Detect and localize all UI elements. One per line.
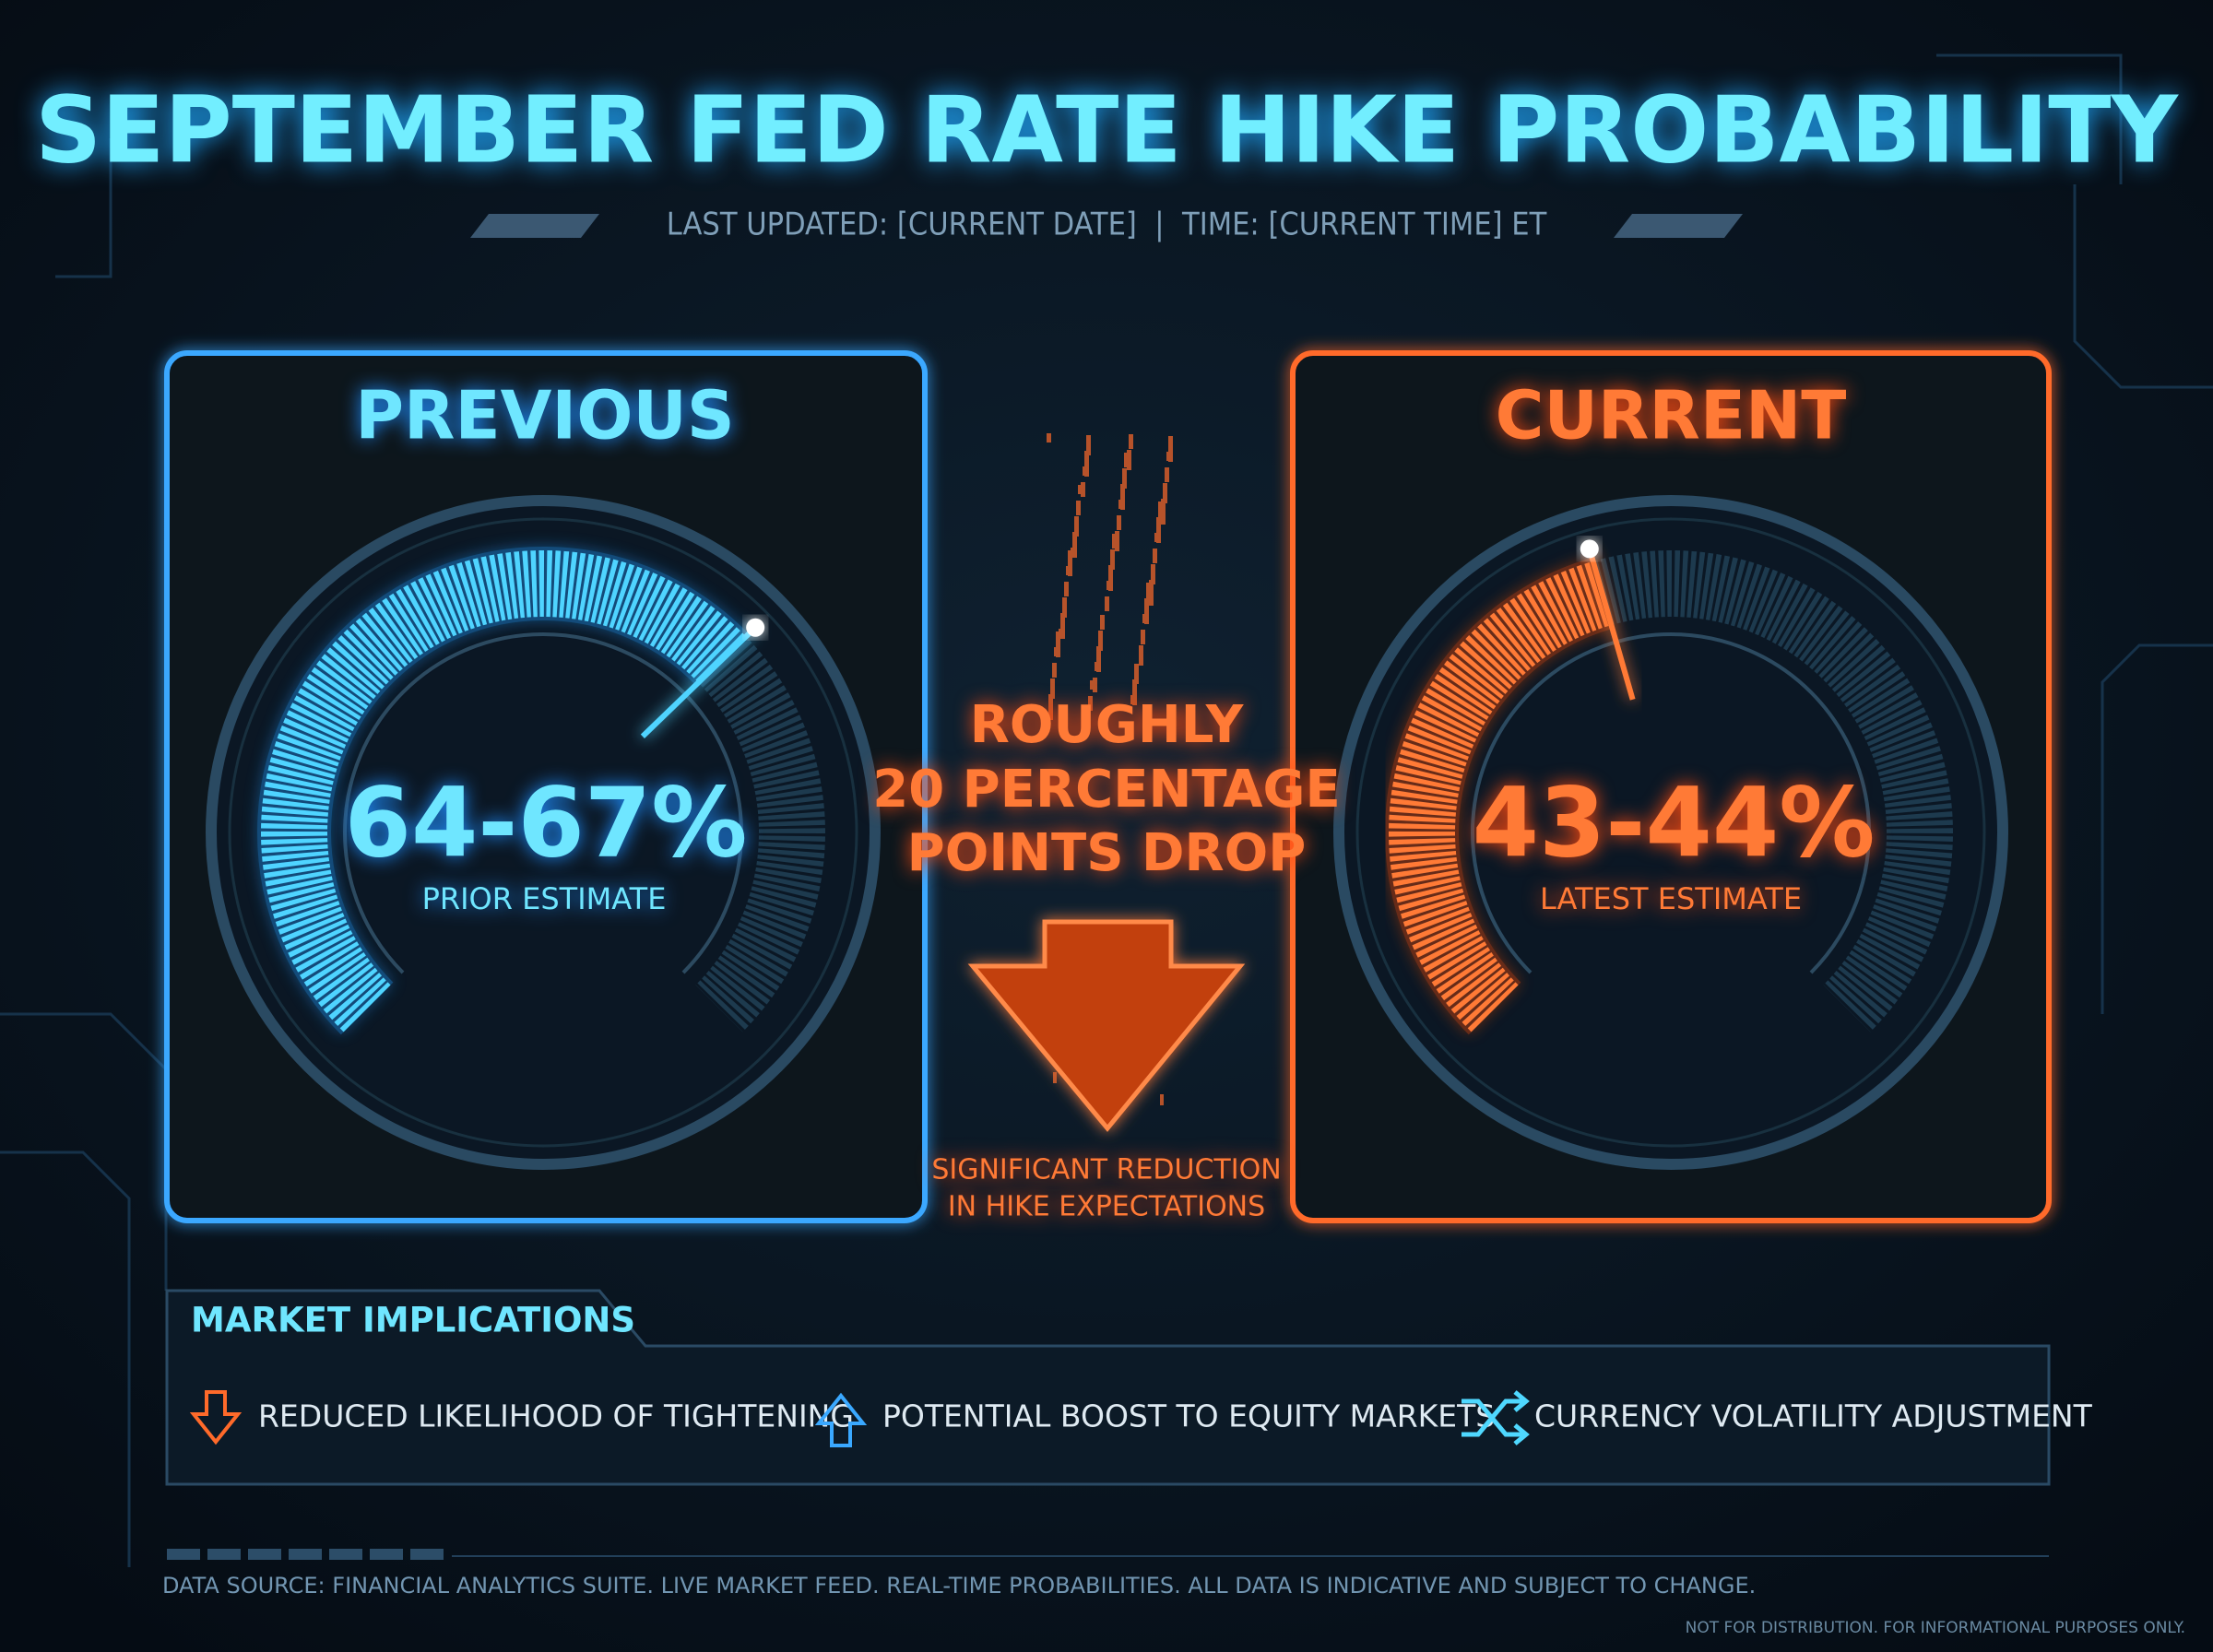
rain-bit: [1074, 516, 1079, 537]
gauge-needle: [640, 625, 758, 738]
rain-bit: [1132, 679, 1137, 705]
gauge-spark: [1580, 539, 1599, 559]
rain-bit: [1124, 453, 1129, 467]
rain-bit: [1165, 467, 1169, 482]
rain-bit: [1052, 663, 1057, 678]
rain-bit: [1158, 502, 1163, 522]
rain-bit: [1112, 534, 1117, 549]
rain-bit: [1134, 664, 1139, 684]
gauge-inner: [1471, 632, 1871, 974]
rain-bit: [1062, 597, 1067, 618]
rain-bit: [1088, 696, 1093, 711]
rain-bit: [1086, 435, 1091, 455]
panel-label: CURRENT: [1496, 377, 1847, 454]
rain-bit: [1053, 1072, 1057, 1083]
rain-bit: [1122, 468, 1127, 489]
gauge-ring: [228, 517, 858, 1148]
shuffle-icon: [1462, 1390, 1530, 1446]
rain-bit: [1068, 550, 1072, 576]
down-icon: [189, 1390, 243, 1446]
rain-bit: [1105, 596, 1109, 611]
up-icon: [814, 1392, 868, 1447]
footer-dashes: [167, 1549, 444, 1560]
gauge-fill: [1389, 560, 1612, 1032]
change-line: POINTS DROP: [907, 823, 1307, 883]
rain-bit: [1060, 613, 1065, 639]
subtitle-stripes: [470, 214, 1743, 238]
rain-bit: [1108, 565, 1113, 591]
gauge-spark: [746, 618, 765, 637]
rain-bit: [1098, 631, 1103, 651]
rain-bit: [1110, 549, 1115, 570]
rain-bit: [1156, 517, 1161, 543]
rain-bit: [1117, 515, 1121, 530]
subtitle: LAST UPDATED: [CURRENT DATE] | TIME: [CU…: [667, 206, 1547, 243]
footer-source: DATA SOURCE: FINANCIAL ANALYTICS SUITE. …: [162, 1573, 1756, 1599]
rain-bit: [1161, 499, 1166, 525]
rain-bit: [1129, 434, 1133, 449]
rain-bit: [1090, 680, 1095, 690]
panel-label: PREVIOUS: [355, 377, 734, 454]
rain-bit: [1115, 531, 1119, 551]
implication-item: REDUCED LIKELIHOOD OF TIGHTENING: [258, 1398, 854, 1434]
change-line: 20 PERCENTAGE: [872, 760, 1340, 820]
footer-disclaimer: NOT FOR DISTRIBUTION. FOR INFORMATIONAL …: [1686, 1619, 2185, 1637]
rain-bit: [1056, 631, 1060, 657]
rain-bit: [1072, 532, 1077, 558]
panel-caption: LATEST ESTIMATE: [1540, 881, 1802, 916]
rain-bit: [1153, 549, 1157, 563]
rain-bit: [1093, 678, 1097, 692]
implications-title: MARKET IMPLICATIONS: [191, 1301, 635, 1340]
rain-bit: [1050, 678, 1055, 699]
rain-bit: [1168, 436, 1173, 462]
gauge-fill: [261, 550, 747, 1032]
drop-arrow: [967, 919, 1246, 1132]
rain-bit: [1151, 564, 1155, 584]
panel-value: 43-44%: [1473, 766, 1876, 879]
rain-bit: [1149, 580, 1154, 606]
rain-bit: [1048, 694, 1053, 720]
implication-item: POTENTIAL BOOST TO EQUITY MARKETS: [882, 1398, 1495, 1434]
rain-bit: [1047, 433, 1051, 442]
change-line: ROUGHLY: [970, 695, 1245, 755]
rain-bit: [1141, 630, 1145, 644]
rain-bit: [1076, 501, 1081, 515]
change-note: IN HIKE EXPECTATIONS: [948, 1191, 1265, 1223]
rain-bit: [1120, 484, 1125, 510]
panel-value: 64-67%: [345, 766, 748, 879]
gauge-ring: [1355, 517, 1986, 1148]
gauge-needle: [1586, 548, 1636, 701]
rain-bit: [1084, 451, 1089, 477]
rain-bit: [1064, 582, 1069, 596]
rain-bit: [1144, 598, 1149, 624]
gauge-inner: [343, 632, 743, 974]
rain-bit: [1146, 583, 1151, 603]
rain-bit: [1096, 646, 1101, 672]
rain-bit: [1127, 450, 1131, 470]
implications-box: [165, 1289, 2051, 1486]
rain-bit: [1163, 483, 1167, 503]
rain-bit: [1139, 645, 1143, 666]
change-note: SIGNIFICANT REDUCTION: [931, 1154, 1281, 1186]
rain-bit: [1160, 1094, 1164, 1105]
rain-bit: [1081, 482, 1085, 497]
title: SEPTEMBER FED RATE HIKE PROBABILITY: [35, 76, 2179, 183]
rain-bit: [1078, 485, 1083, 494]
implication-item: CURRENCY VOLATILITY ADJUSTMENT: [1534, 1398, 2093, 1434]
rain-bit: [1100, 615, 1105, 630]
panel-caption: PRIOR ESTIMATE: [422, 881, 667, 916]
